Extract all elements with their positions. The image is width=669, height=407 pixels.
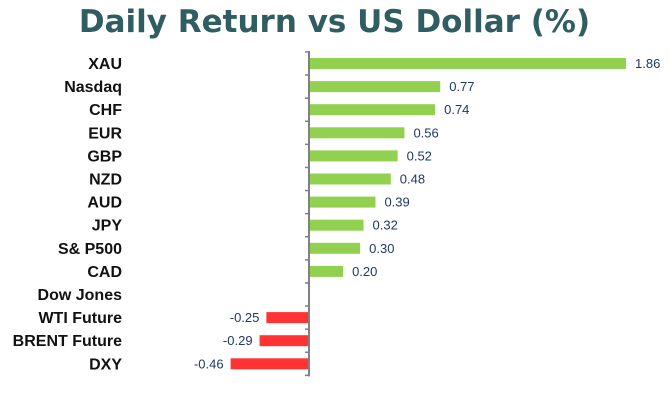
value-label-cad: 0.20 [352,264,377,279]
value-label-aud: 0.39 [384,195,409,210]
bar-gbp [309,150,398,162]
value-label-s-p500: 0.30 [369,241,394,256]
bar-xau [309,58,626,69]
value-label-dxy: -0.46 [194,356,224,371]
category-label-jpy: JPY [92,218,123,235]
category-label-dow-jones: Dow Jones [38,287,123,304]
category-label-gbp: GBP [87,148,122,165]
bar-s-p500 [309,242,361,254]
bar-wti-future [266,312,309,324]
bar-nasdaq [309,81,441,93]
value-label-gbp: 0.52 [407,148,432,163]
category-label-s-p500: S& P500 [58,241,122,258]
category-label-aud: AUD [87,195,122,212]
value-label-brent-future: -0.29 [223,333,253,348]
category-label-eur: EUR [88,125,122,142]
category-label-wti-future: WTI Future [38,310,122,327]
category-label-nzd: NZD [89,172,122,189]
category-label-dxy: DXY [89,356,122,373]
chart-title: Daily Return vs US Dollar (%) [78,4,591,40]
bar-brent-future [259,335,309,347]
category-label-brent-future: BRENT Future [13,333,122,350]
value-label-chf: 0.74 [444,102,469,117]
value-label-jpy: 0.32 [373,218,398,233]
value-label-nasdaq: 0.77 [449,79,474,94]
category-label-chf: CHF [89,102,122,119]
bar-chf [309,104,436,116]
category-label-cad: CAD [87,264,122,281]
bar-nzd [309,173,391,185]
bar-dxy [230,358,309,370]
value-label-eur: 0.56 [413,125,438,140]
value-label-xau: 1.86 [635,56,660,71]
labels-layer: XAU 1.86 Nasdaq 0.77 CHF 0.74 EUR 0.56 GBP 0.52 NZ… [13,56,661,373]
value-label-wti-future: -0.25 [230,310,260,325]
bars-layer [230,58,626,370]
bar-eur [309,127,405,139]
bar-cad [309,265,344,277]
category-label-xau: XAU [88,56,122,73]
value-label-nzd: 0.48 [400,172,425,187]
bar-aud [309,196,376,208]
axis-layer [305,50,310,377]
bar-jpy [309,219,364,231]
category-label-nasdaq: Nasdaq [64,79,122,96]
